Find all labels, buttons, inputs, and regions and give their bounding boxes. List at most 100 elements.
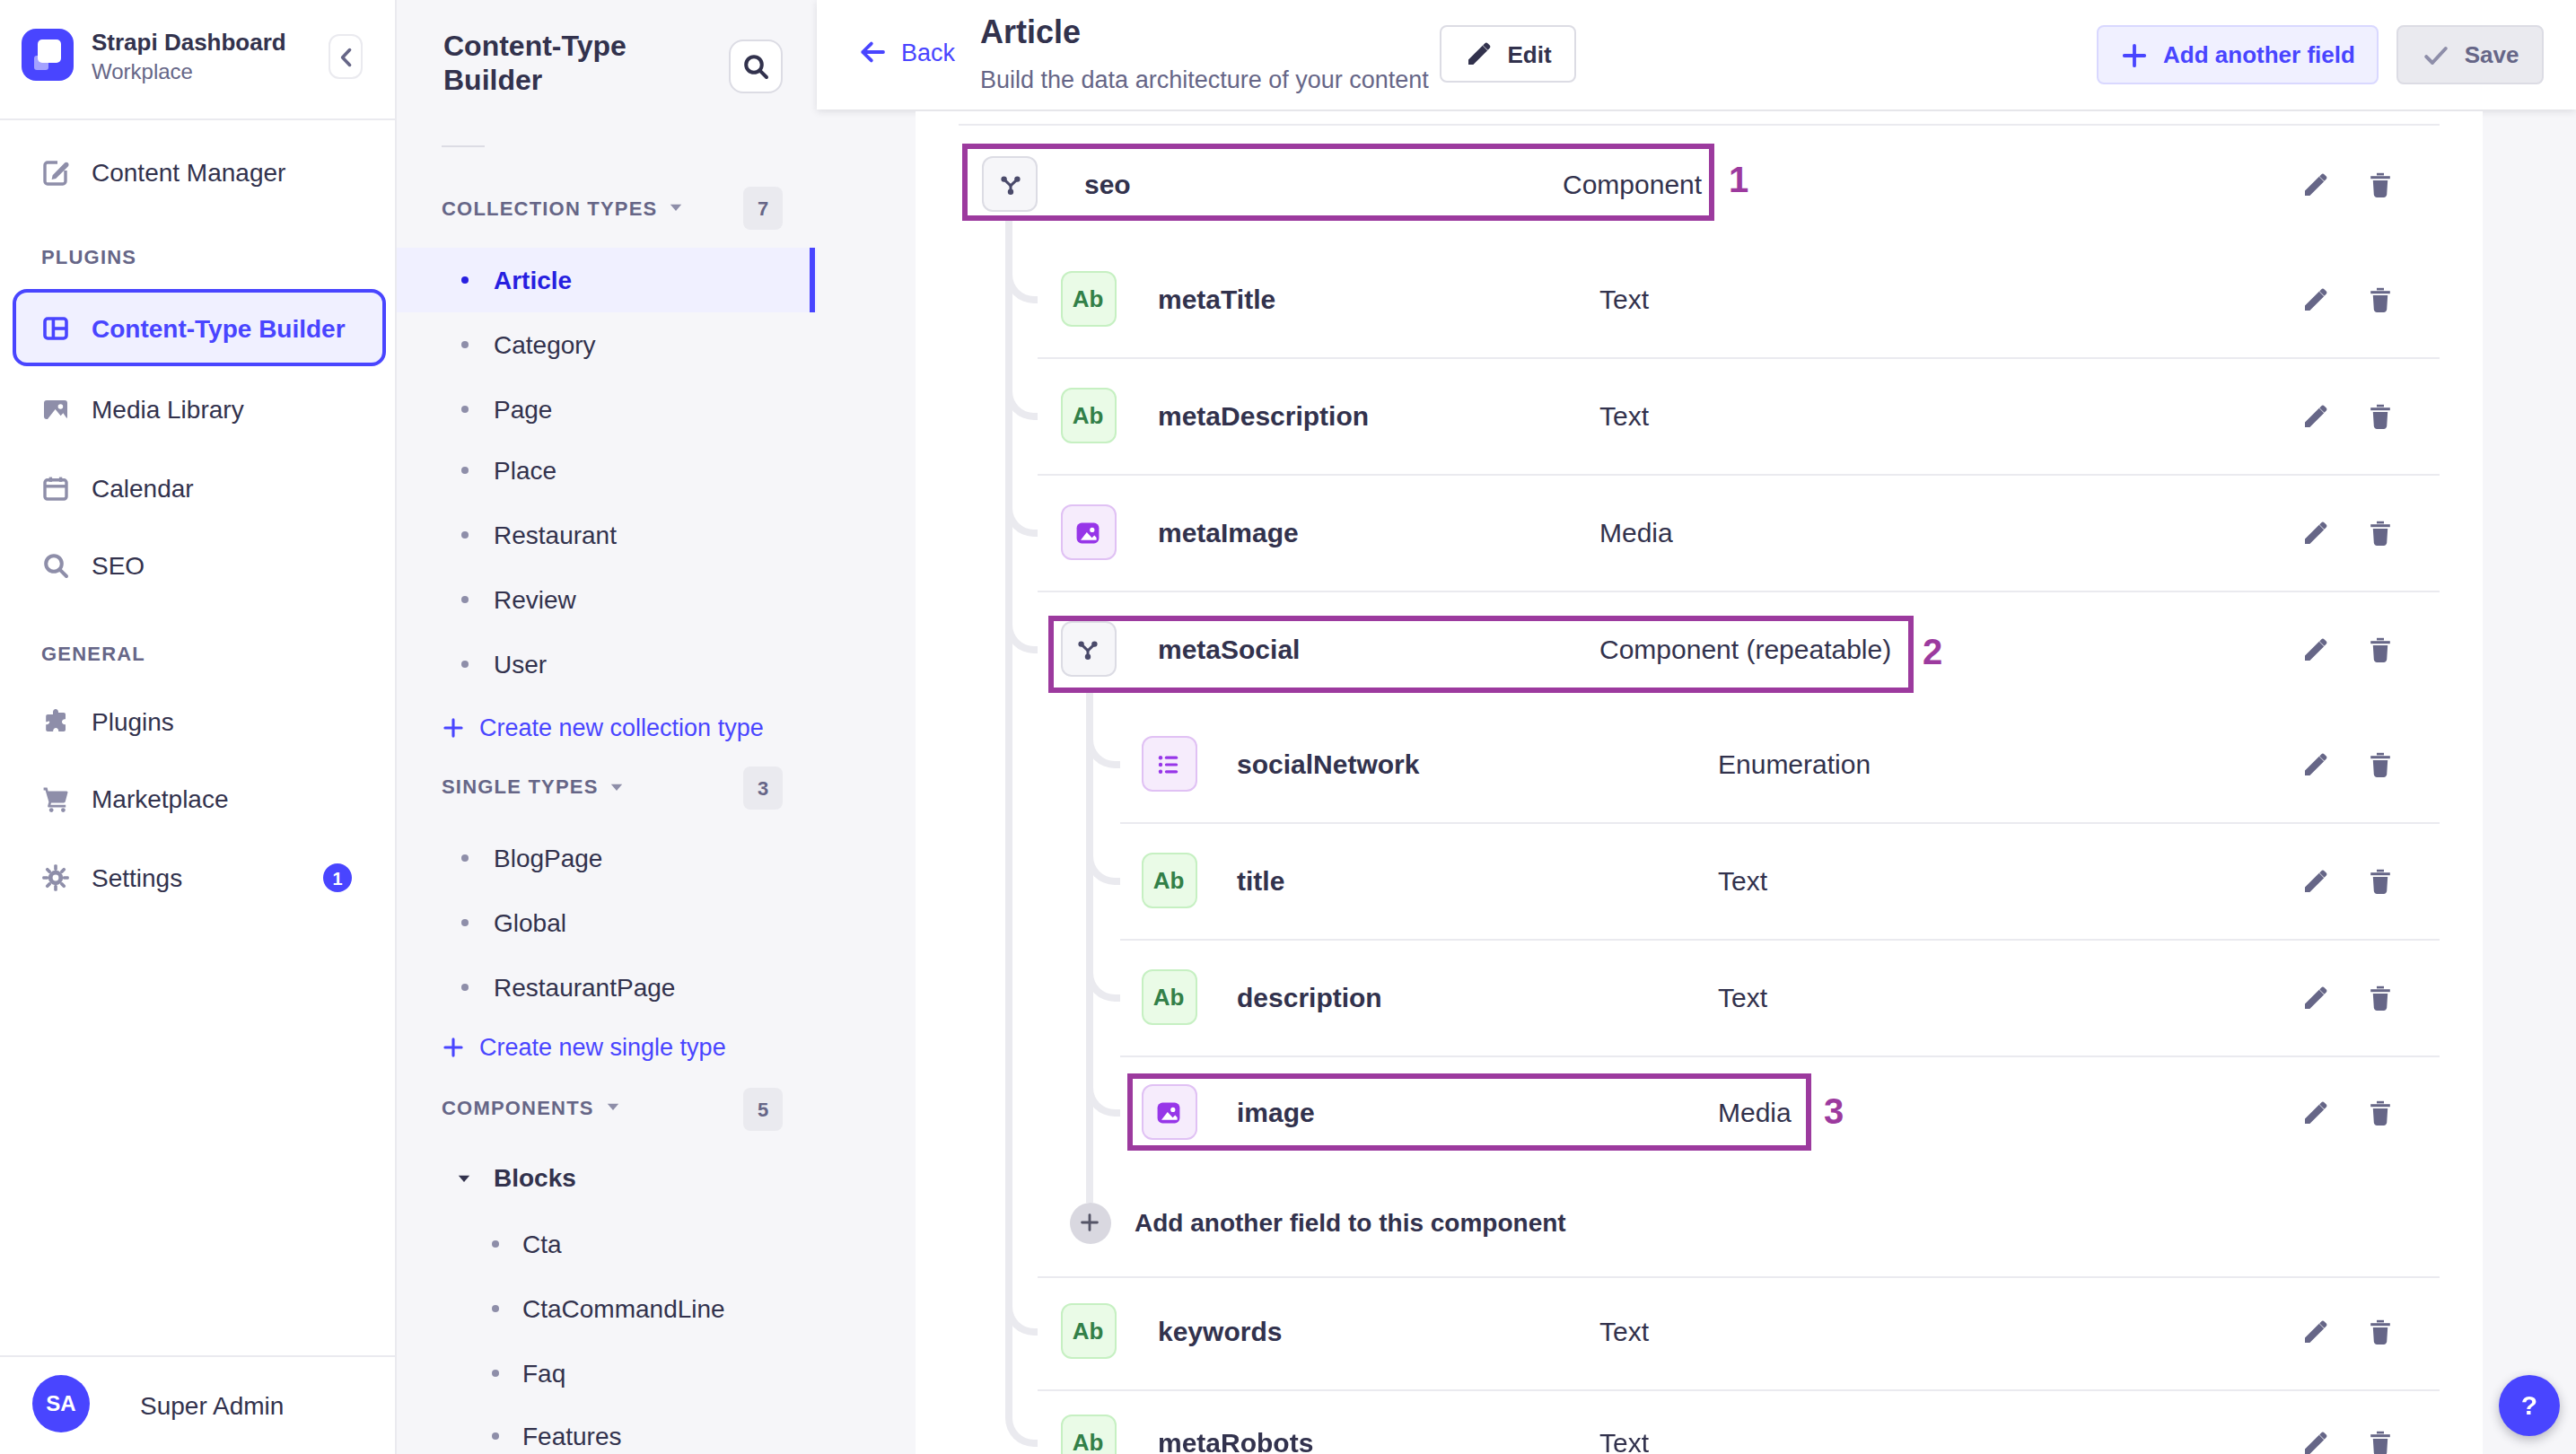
save-button[interactable]: Save bbox=[2396, 25, 2544, 84]
subnav-item-user[interactable]: User bbox=[397, 632, 817, 696]
component-field-icon bbox=[982, 156, 1038, 212]
delete-field-button[interactable] bbox=[2366, 1317, 2395, 1345]
bullet-icon bbox=[492, 1432, 499, 1440]
delete-field-button[interactable] bbox=[2366, 518, 2395, 547]
delete-field-button[interactable] bbox=[2366, 983, 2395, 1012]
subnav-item-cta[interactable]: Cta bbox=[397, 1211, 817, 1275]
page-subtitle: Build the data architecture of your cont… bbox=[980, 66, 1429, 93]
subnav-item-restaurant[interactable]: Restaurant bbox=[397, 503, 817, 567]
row-divider bbox=[1038, 1276, 2439, 1278]
edit-field-button[interactable] bbox=[2301, 635, 2330, 663]
text-field-icon: Ab bbox=[1141, 853, 1196, 908]
sidebar-item-plugins[interactable]: Plugins bbox=[0, 688, 397, 753]
sidebar-item-media-library[interactable]: Media Library bbox=[0, 376, 397, 441]
edit-field-button[interactable] bbox=[2301, 1317, 2330, 1345]
field-name: image bbox=[1237, 1096, 1315, 1126]
strapi-logo bbox=[22, 29, 74, 81]
sidebar-item-seo[interactable]: SEO bbox=[0, 533, 397, 598]
section-count-badge: 7 bbox=[743, 187, 783, 230]
avatar[interactable]: SA bbox=[32, 1375, 90, 1432]
user-row[interactable]: SA Super Admin bbox=[0, 1355, 397, 1454]
field-type: Component (repeatable) bbox=[1599, 633, 1891, 663]
edit-field-button[interactable] bbox=[2301, 749, 2330, 778]
subnav-section-header[interactable]: COMPONENTS bbox=[442, 1096, 621, 1117]
delete-field-button[interactable] bbox=[2366, 285, 2395, 313]
subnav-item-blogpage[interactable]: BlogPage bbox=[397, 825, 817, 889]
field-name: socialNetwork bbox=[1237, 748, 1419, 778]
delete-field-button[interactable] bbox=[2366, 749, 2395, 778]
delete-field-button[interactable] bbox=[2366, 635, 2395, 663]
subnav-item-review[interactable]: Review bbox=[397, 567, 817, 632]
search-button[interactable] bbox=[729, 39, 783, 93]
edit-field-button[interactable] bbox=[2301, 170, 2330, 198]
edit-field-button[interactable] bbox=[2301, 285, 2330, 313]
workspace-name: Workplace bbox=[92, 59, 193, 84]
field-type: Text bbox=[1599, 1315, 1649, 1345]
row-divider bbox=[1038, 357, 2439, 359]
caret-down-icon bbox=[609, 778, 626, 794]
annotation-box-3 bbox=[1127, 1073, 1811, 1151]
fields-table: seoComponentAbmetaTitleTextAbmetaDescrip… bbox=[915, 110, 2482, 1454]
create-new-link[interactable]: Create new single type bbox=[442, 1029, 726, 1065]
subnav-item-restaurantpage[interactable]: RestaurantPage bbox=[397, 955, 817, 1020]
arrow-left-icon bbox=[858, 38, 887, 66]
field-name: seo bbox=[1084, 168, 1131, 198]
edit-field-button[interactable] bbox=[2301, 866, 2330, 895]
field-type: Media bbox=[1718, 1096, 1792, 1126]
field-type: Text bbox=[1599, 283, 1649, 313]
row-divider bbox=[1120, 939, 2439, 941]
sidebar-item-settings[interactable]: Settings1 bbox=[0, 845, 397, 910]
field-type: Text bbox=[1599, 399, 1649, 430]
sidebar-item-content-manager[interactable]: Content Manager bbox=[0, 140, 397, 205]
subnav-item-global[interactable]: Global bbox=[397, 889, 817, 954]
subnav-item-faq[interactable]: Faq bbox=[397, 1341, 817, 1406]
delete-field-button[interactable] bbox=[2366, 401, 2395, 430]
delete-field-button[interactable] bbox=[2366, 170, 2395, 198]
subnav-section-header[interactable]: SINGLE TYPES bbox=[442, 775, 626, 797]
delete-field-button[interactable] bbox=[2366, 866, 2395, 895]
subnav-group-blocks[interactable]: Blocks bbox=[397, 1145, 817, 1210]
edit-field-button[interactable] bbox=[2301, 401, 2330, 430]
row-divider bbox=[1120, 1055, 2439, 1057]
back-link[interactable]: Back bbox=[858, 38, 955, 66]
delete-field-button[interactable] bbox=[2366, 1428, 2395, 1454]
subnav-item-article[interactable]: Article bbox=[397, 247, 817, 311]
add-another-field-button[interactable]: Add another field bbox=[2097, 25, 2379, 84]
delete-field-button[interactable] bbox=[2366, 1098, 2395, 1126]
notification-badge: 1 bbox=[323, 863, 352, 892]
edit-button[interactable]: Edit bbox=[1440, 25, 1576, 83]
divider bbox=[442, 145, 485, 147]
help-button[interactable]: ? bbox=[2499, 1374, 2560, 1435]
edit-field-button[interactable] bbox=[2301, 518, 2330, 547]
field-name: metaImage bbox=[1158, 516, 1299, 547]
sidebar-item-content-type-builder[interactable]: Content-Type Builder bbox=[0, 295, 397, 360]
subnav-item-place[interactable]: Place bbox=[397, 438, 817, 503]
collapse-sidebar-button[interactable] bbox=[329, 34, 363, 79]
add-field-to-component-label[interactable]: Add another field to this component bbox=[1135, 1208, 1566, 1237]
subnav-section-header[interactable]: COLLECTION TYPES bbox=[442, 197, 684, 218]
tree-elbow bbox=[1005, 1410, 1038, 1446]
add-field-to-component-button[interactable] bbox=[1069, 1202, 1110, 1243]
sidebar-item-marketplace[interactable]: Marketplace bbox=[0, 766, 397, 831]
create-new-link[interactable]: Create new collection type bbox=[442, 709, 764, 745]
content-type-builder-subnav: Content-Type Builder COLLECTION TYPES7Ar… bbox=[397, 0, 817, 1454]
cart-icon bbox=[41, 784, 70, 813]
subnav-item-features[interactable]: Features bbox=[397, 1404, 817, 1454]
sidebar-section-label: PLUGINS bbox=[41, 245, 136, 267]
edit-field-button[interactable] bbox=[2301, 1428, 2330, 1454]
subnav-item-category[interactable]: Category bbox=[397, 311, 817, 376]
text-field-icon: Ab bbox=[1060, 388, 1116, 443]
field-name: metaTitle bbox=[1158, 283, 1275, 313]
annotation-number-3: 3 bbox=[1824, 1090, 1844, 1132]
edit-field-button[interactable] bbox=[2301, 1098, 2330, 1126]
edit-field-button[interactable] bbox=[2301, 983, 2330, 1012]
enum-field-icon bbox=[1141, 736, 1196, 792]
bullet-icon bbox=[492, 1370, 499, 1377]
plus-icon bbox=[2120, 40, 2149, 69]
text-field-icon: Ab bbox=[1141, 969, 1196, 1025]
subnav-item-page[interactable]: Page bbox=[397, 376, 817, 441]
app-title: Strapi Dashboard bbox=[92, 29, 286, 56]
sidebar-item-calendar[interactable]: Calendar bbox=[0, 455, 397, 520]
subnav-item-ctacommandline[interactable]: CtaCommandLine bbox=[397, 1275, 817, 1340]
caret-down-icon bbox=[605, 1099, 621, 1115]
